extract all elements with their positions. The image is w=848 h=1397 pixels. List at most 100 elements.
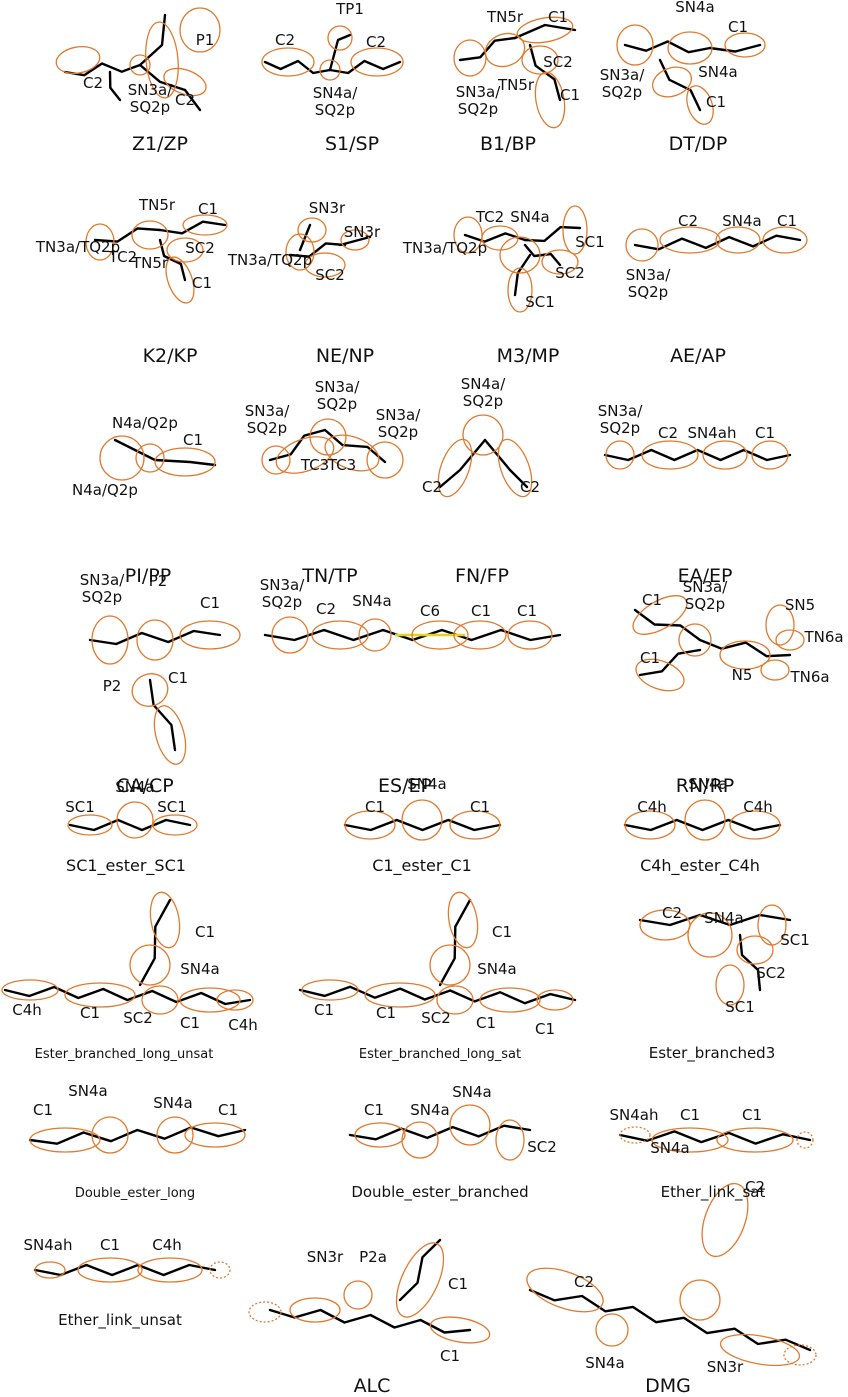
bead-label: TN5r: [497, 76, 535, 94]
bead-label: C1: [365, 798, 385, 816]
molecule-caption: Ether_link_sat: [661, 1183, 766, 1202]
bead-label: SN3a/SQ2p: [600, 66, 645, 101]
bead-label: C4h: [228, 1016, 258, 1034]
bead-label: SC2: [555, 264, 585, 282]
bead-label: C1: [440, 1347, 460, 1365]
bead-label: C1: [548, 8, 568, 26]
bead-label: C4h: [637, 798, 667, 816]
bead-label: N4a/Q2p: [112, 414, 178, 432]
bead-label: SC1: [157, 798, 187, 816]
bead-label: SC1: [780, 931, 810, 949]
bead-label: C1: [680, 1106, 700, 1124]
bead-label: C1: [192, 274, 212, 292]
molecule-alc: ALC SN3r P2a C1 C1: [307, 1248, 468, 1397]
bead-label: SN4a: [407, 775, 446, 793]
bead-label: SN3a/SQ2p: [80, 571, 125, 606]
bead-label: N4a/Q2p: [72, 481, 138, 499]
molecule-c1-ester-c1: C1_ester_C1 SN4a C1 C1: [365, 775, 490, 876]
bead-label: P2: [103, 677, 122, 695]
bead-label: SN4a: [722, 212, 761, 230]
bead-label: C2: [175, 91, 195, 109]
bead-label: SN3a/SQ2p: [376, 406, 421, 441]
molecule-ester-branched-long-unsat: Ester_branched_long_unsat C1 SN4a C4h C1 SC2 C…: [12, 923, 258, 1062]
molecule-caption: PI/PP: [125, 565, 171, 587]
bead-label: SN4a: [153, 1094, 192, 1112]
molecule-caption: EA/EP: [678, 565, 733, 587]
bead-label: C4h: [743, 798, 773, 816]
molecule-es-ep: ES/EP SN3a/SQ2p C2 SN4a C6 C1 C1: [260, 576, 537, 797]
molecule-caption: Ester_branched_long_sat: [359, 1047, 521, 1062]
molecule-dt-dp: DT/DP SN4a C1 SN3a/SQ2p SN4a C1: [600, 0, 748, 155]
bead-label: C1: [80, 1004, 100, 1022]
bead-label: C1: [183, 431, 203, 449]
molecule-ne-np: NE/NP TN3a/TQ2p SN3r SN3r SC2: [227, 199, 381, 367]
bead-label: SN4a: [180, 960, 219, 978]
bead-label: C1: [198, 200, 218, 218]
bead-label: SN4a/SQ2p: [461, 375, 506, 410]
bead-label: SN4a: [410, 1101, 449, 1119]
bead-label: C1: [314, 1001, 334, 1019]
bead-label: N5: [732, 666, 753, 684]
bead-label: C1: [448, 1275, 468, 1293]
molecule-caption: Double_ester_branched: [351, 1183, 528, 1202]
bead-label: TN5r: [131, 254, 169, 272]
bead-label: C4h: [12, 1001, 42, 1019]
bead-label: C2: [520, 478, 540, 496]
molecule-caption: Z1/ZP: [132, 133, 188, 155]
bead-label: TN3a/TQ2p: [227, 251, 312, 269]
molecule-dmg: DMG SN4a C2 C2 SN4a SN3r: [574, 1139, 765, 1397]
bead-label: SN4ah: [610, 1106, 659, 1124]
bead-label: C1: [218, 1101, 238, 1119]
bead-label: C2: [678, 212, 698, 230]
bead-label: SN3a/SQ2p: [626, 266, 671, 301]
bead-label: SC2: [527, 1138, 557, 1156]
bead-label: TN6a: [803, 628, 843, 646]
bead-label: SN3a/SQ2p: [456, 83, 501, 118]
bead-label: SN4ah: [24, 1236, 73, 1254]
bead-label: C2: [83, 74, 103, 92]
molecule-pi-pp: PI/PP N4a/Q2p C1 N4a/Q2p: [72, 414, 203, 587]
bead-label: C2: [574, 1273, 594, 1291]
bead-label: C1: [180, 1014, 200, 1032]
molecule-fn-fp: FN/FP SN4a/SQ2p C2 C2: [422, 375, 540, 587]
bead-label: SN4a: [688, 775, 727, 793]
molecule-caption: DMG: [645, 1375, 691, 1397]
bead-label: TP1: [335, 0, 364, 18]
molecule-ester-branched-long-sat: Ester_branched_long_sat C1 SN4a C1 C1 SC2 C1 C1: [314, 923, 555, 1062]
molecule-caption: ES/EP: [378, 775, 432, 797]
molecule-c4h-ester-c4h: C4h_ester_C4h SN4a C4h C4h: [637, 775, 773, 876]
bead-label: SN4a: [115, 778, 154, 796]
bead-label: SN5: [785, 596, 815, 614]
bead-label: C6: [420, 602, 440, 620]
molecule-caption: NE/NP: [316, 345, 374, 367]
bead-label: C2: [366, 33, 386, 51]
bead-label: C1: [642, 591, 662, 609]
bead-label: TN6a: [789, 668, 829, 686]
bead-label: SN4a/SQ2p: [313, 84, 358, 119]
bead-label: TC2: [108, 248, 137, 266]
bead-label: C1: [200, 594, 220, 612]
bead-label: C1: [476, 1014, 496, 1032]
molecule-caption: FN/FP: [455, 565, 509, 587]
molecule-caption: C4h_ester_C4h: [640, 856, 760, 876]
bead-label: C1: [471, 602, 491, 620]
bead-label: C2: [658, 424, 678, 442]
bead-label: SC2: [185, 239, 215, 257]
bead-label: SN4a: [675, 0, 714, 16]
bead-label: SN4a: [585, 1354, 624, 1372]
bead-label: C1: [33, 1101, 53, 1119]
bead-label: C1: [728, 18, 748, 36]
bead-label: SN4a: [477, 960, 516, 978]
bead-label: C1: [706, 93, 726, 111]
bead-label: SN3r: [309, 199, 346, 217]
molecule-ea-ep: EA/EP SN3a/SQ2p C2 SN4ah C1: [598, 402, 775, 587]
bead-label: TC3: [300, 456, 329, 474]
bead-label: C1: [492, 923, 512, 941]
